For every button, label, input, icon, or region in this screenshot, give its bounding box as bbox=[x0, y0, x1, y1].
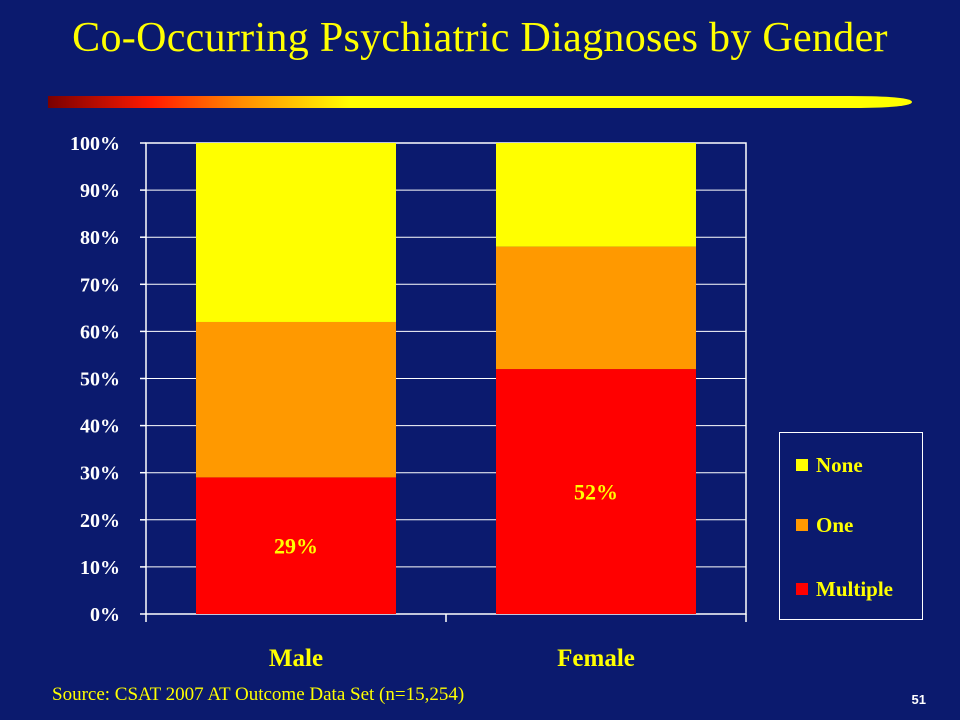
data-label-female: 52% bbox=[574, 480, 618, 505]
bar-multiple-male bbox=[196, 477, 396, 614]
page-number: 51 bbox=[911, 692, 926, 707]
y-tick-label: 40% bbox=[80, 416, 120, 438]
y-tick-label: 10% bbox=[80, 557, 120, 579]
bar-one-male bbox=[196, 321, 396, 478]
x-tick-label-male: Male bbox=[269, 645, 323, 672]
legend-label-multiple: Multiple bbox=[816, 576, 893, 601]
title-accent-bar bbox=[48, 96, 912, 108]
chart-bars bbox=[196, 143, 696, 614]
y-tick-label: 100% bbox=[70, 133, 120, 155]
legend-swatch-multiple bbox=[796, 583, 808, 595]
y-tick-label: 0% bbox=[90, 604, 120, 626]
y-axis-tick-labels: 0% 10% 20% 30% 40% 50% 60% 70% 80% 90% 100% bbox=[70, 133, 120, 626]
y-tick-label: 80% bbox=[80, 227, 120, 249]
slide-title: Co-Occurring Psychiatric Diagnoses by Ge… bbox=[72, 15, 888, 61]
chart-data-labels: 29% 52% bbox=[274, 480, 618, 559]
legend-swatch-none bbox=[796, 459, 808, 471]
y-tick-label: 70% bbox=[80, 274, 120, 296]
legend-item-multiple: Multiple bbox=[796, 577, 893, 601]
chart-axes bbox=[140, 142, 747, 622]
bar-multiple-female bbox=[496, 369, 696, 614]
y-tick-label: 50% bbox=[80, 369, 120, 391]
legend-item-none: None bbox=[796, 453, 863, 477]
legend-label-none: None bbox=[816, 452, 863, 477]
x-axis-tick-labels: Male Female bbox=[269, 645, 635, 672]
source-note: Source: CSAT 2007 AT Outcome Data Set (n… bbox=[52, 684, 465, 705]
legend-item-one: One bbox=[796, 513, 853, 537]
y-tick-label: 60% bbox=[80, 321, 120, 343]
legend-label-one: One bbox=[816, 512, 854, 537]
bar-none-female bbox=[496, 143, 696, 247]
y-tick-label: 90% bbox=[80, 180, 120, 202]
chart-legend: None One Multiple bbox=[779, 432, 923, 620]
bar-none-male bbox=[196, 143, 396, 322]
bar-one-female bbox=[496, 246, 696, 370]
x-tick-label-female: Female bbox=[557, 645, 635, 672]
legend-swatch-one bbox=[796, 519, 808, 531]
y-tick-label: 30% bbox=[80, 463, 120, 485]
y-tick-label: 20% bbox=[80, 510, 120, 532]
data-label-male: 29% bbox=[274, 534, 318, 559]
